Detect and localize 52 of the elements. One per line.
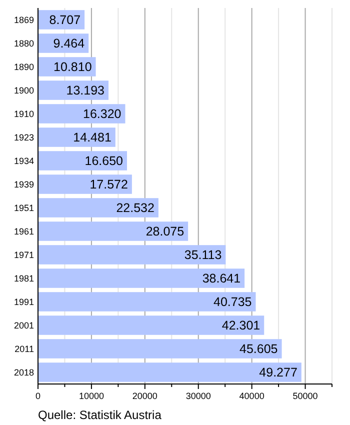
bar xyxy=(38,198,158,218)
bar xyxy=(38,362,302,382)
data-label: 13.193 xyxy=(66,84,105,98)
x-tick-label: 0 xyxy=(35,391,41,401)
data-label: 10.810 xyxy=(54,60,92,74)
y-tick-label: 1951 xyxy=(14,202,34,213)
data-label: 42.301 xyxy=(222,318,260,333)
x-tick-label: 30000 xyxy=(186,391,211,401)
y-tick-label: 1971 xyxy=(14,250,34,260)
data-label: 16.650 xyxy=(84,154,124,168)
data-label: 22.532 xyxy=(116,201,154,216)
y-tick-label: 1961 xyxy=(14,226,34,236)
y-tick-label: 2001 xyxy=(14,320,34,330)
y-tick-label: 1934 xyxy=(14,156,34,166)
bar xyxy=(38,316,264,335)
bar xyxy=(38,268,245,288)
y-tick-label: 1923 xyxy=(14,132,34,142)
y-tick-label: 1900 xyxy=(14,85,34,96)
bar xyxy=(38,151,127,170)
data-label: 8.707 xyxy=(49,13,81,28)
data-label: 16.320 xyxy=(83,107,122,122)
source-note: Quelle: Statistik Austria xyxy=(38,408,162,422)
data-label: 17.572 xyxy=(90,178,128,192)
bar xyxy=(38,174,132,194)
bar xyxy=(38,80,109,100)
bar xyxy=(38,104,126,124)
data-label: 40.735 xyxy=(214,295,252,310)
bar xyxy=(38,245,226,264)
data-label: 45.605 xyxy=(240,342,278,356)
data-label: 35.113 xyxy=(184,248,222,262)
x-tick-label: 20000 xyxy=(132,391,158,401)
x-tick-label: 40000 xyxy=(239,391,264,401)
y-tick-label: 2011 xyxy=(14,344,34,354)
data-label: 38.641 xyxy=(202,272,241,286)
data-label: 49.277 xyxy=(259,366,298,380)
bar xyxy=(38,292,256,312)
bar xyxy=(38,222,188,241)
y-tick-label: 1991 xyxy=(14,296,34,307)
y-tick-label: 1939 xyxy=(14,179,34,190)
y-tick-label: 1880 xyxy=(14,38,34,48)
y-tick-label: 2018 xyxy=(14,367,34,378)
y-tick-label: 1869 xyxy=(14,14,34,25)
y-tick-label: 1981 xyxy=(14,273,34,284)
data-label: 9.464 xyxy=(53,36,85,51)
bar xyxy=(38,128,116,147)
y-tick-label: 1910 xyxy=(14,108,34,119)
x-tick-label: 50000 xyxy=(292,391,318,401)
data-label: 28.075 xyxy=(146,224,184,239)
x-tick-label: 10000 xyxy=(78,391,104,401)
data-label: 14.481 xyxy=(73,130,112,145)
bar xyxy=(38,339,282,358)
y-tick-label: 1890 xyxy=(14,62,34,72)
